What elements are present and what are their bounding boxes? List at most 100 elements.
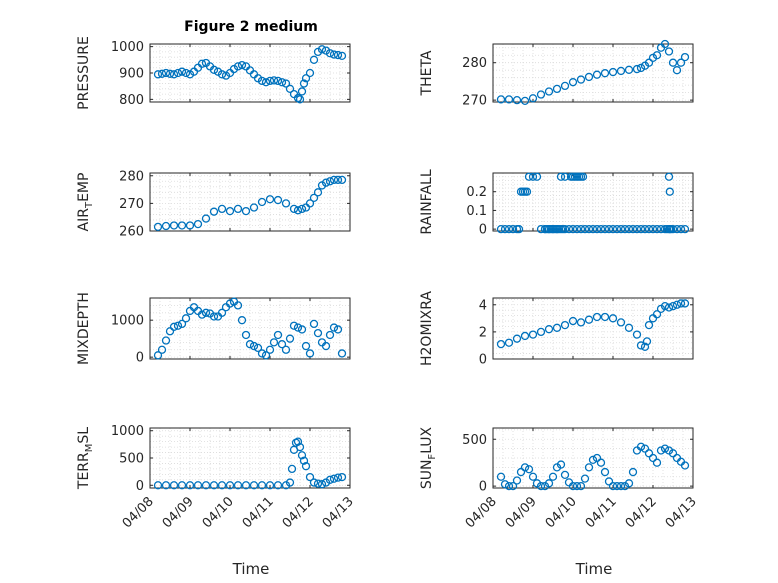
- data-point: [664, 303, 674, 312]
- data-point: [197, 59, 207, 68]
- subplot-terr-msl: 0 500 1000 04/08 04/09 04/10 04/11 04/12 04/13 TE…: [76, 424, 357, 531]
- data-point: [333, 175, 343, 185]
- data-point: [321, 178, 331, 187]
- data-point: [209, 65, 219, 74]
- data-point: [560, 172, 570, 181]
- x-tick-label: 04/09: [160, 494, 197, 531]
- data-point: [668, 224, 678, 234]
- x-tick-label: 04/12: [280, 494, 317, 531]
- data-point: [287, 464, 297, 474]
- data-point: [165, 69, 175, 78]
- data-point: [612, 224, 622, 234]
- data-point: [325, 177, 335, 186]
- data-point: [560, 224, 570, 234]
- data-point: [668, 449, 678, 458]
- data-point: [624, 224, 634, 234]
- data-point: [161, 68, 171, 78]
- data-point: [209, 312, 219, 321]
- data-point: [496, 472, 506, 481]
- data-point: [241, 481, 251, 490]
- data-point: [584, 224, 594, 234]
- data-point: [157, 69, 167, 78]
- data-point: [233, 204, 243, 214]
- data-point: [548, 472, 558, 481]
- data-point: [496, 224, 506, 234]
- data-point: [313, 188, 323, 197]
- data-point: [620, 224, 630, 234]
- data-point: [536, 327, 546, 337]
- data-point: [177, 319, 187, 329]
- data-point: [628, 224, 638, 234]
- data-point: [644, 449, 654, 458]
- data-point: [508, 224, 518, 234]
- data-point: [289, 321, 299, 330]
- data-point: [628, 467, 638, 477]
- data-point: [552, 323, 562, 332]
- data-point: [576, 224, 586, 234]
- y-tick-label: 4: [479, 298, 487, 313]
- data-point: [528, 472, 538, 481]
- data-point: [249, 203, 259, 212]
- data-point: [265, 481, 275, 490]
- data-point: [644, 320, 654, 330]
- data-point: [305, 472, 315, 482]
- y-tick-label: 0: [479, 353, 487, 368]
- data-point: [277, 78, 287, 87]
- data-point: [329, 323, 339, 332]
- data-point: [285, 84, 295, 93]
- data-point: [648, 224, 658, 234]
- data-point: [524, 172, 534, 181]
- data-point: [217, 204, 227, 214]
- data-point: [241, 206, 251, 216]
- x-tick-label: 04/08: [120, 494, 157, 531]
- data-point: [225, 481, 235, 490]
- y-tick-label: 900: [119, 67, 144, 82]
- data-point: [173, 321, 183, 330]
- y-axis-label: SUNFLUX: [419, 426, 438, 489]
- data-point: [309, 55, 319, 64]
- data-point: [536, 481, 546, 491]
- data-point: [161, 481, 171, 490]
- data-point: [664, 172, 674, 181]
- data-point: [576, 75, 586, 84]
- axes-box: [492, 427, 694, 489]
- y-axis-label: AIRTEMP: [76, 173, 95, 232]
- data-point: [281, 79, 291, 88]
- data-point: [337, 349, 347, 358]
- data-point: [289, 204, 299, 214]
- data-point: [516, 467, 526, 477]
- data-point: [624, 323, 634, 332]
- data-point: [301, 462, 311, 471]
- data-point: [608, 67, 618, 77]
- y-tick-label: 0: [479, 480, 487, 495]
- data-point: [153, 222, 163, 232]
- data-point: [676, 224, 686, 234]
- data-point: [233, 62, 243, 71]
- data-point: [177, 221, 187, 230]
- data-point: [665, 187, 674, 196]
- data-point: [560, 320, 570, 330]
- subplot-air-temp: 260 270 280 AIRTEMP: [76, 169, 351, 240]
- data-point: [612, 481, 622, 491]
- data-point: [225, 299, 235, 308]
- data-point: [600, 467, 610, 477]
- x-tick-label: 04/11: [240, 494, 277, 531]
- data-point: [544, 325, 554, 334]
- data-point: [201, 481, 211, 490]
- y-tick-label: 260: [119, 225, 144, 240]
- data-point: [253, 343, 263, 353]
- axes-box: [492, 297, 694, 360]
- data-point: [676, 58, 686, 67]
- subplot-sun-flux: 0 500 04/08 04/09 04/10 04/11 04/12 04/13 SUNFLU…: [419, 426, 700, 531]
- data-point: [592, 312, 602, 322]
- data-point: [504, 95, 514, 104]
- data-point: [305, 68, 315, 78]
- y-tick-label: 270: [119, 197, 144, 212]
- data-point: [652, 458, 662, 467]
- data-point: [197, 310, 207, 319]
- x-axis-label-right: Time: [575, 560, 613, 578]
- data-point: [245, 340, 255, 349]
- data-point: [560, 81, 570, 91]
- data-point: [660, 301, 670, 311]
